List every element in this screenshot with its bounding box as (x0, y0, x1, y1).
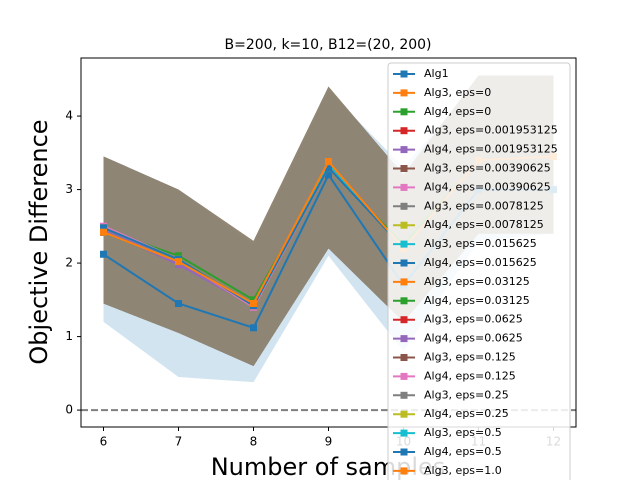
legend-marker (400, 221, 408, 229)
legend-marker (400, 448, 408, 456)
legend-label: Alg4, eps=0.015625 (424, 256, 537, 269)
legend-label: Alg4, eps=0.001953125 (424, 143, 558, 156)
marker (250, 296, 257, 304)
legend-marker (400, 316, 408, 324)
legend-marker (400, 183, 408, 191)
legend-box (387, 62, 571, 480)
legend-marker (400, 335, 408, 343)
legend-marker (400, 278, 408, 286)
legend-label: Alg4, eps=0.25 (424, 407, 509, 420)
legend: Alg1 Alg3, eps=0 Alg4, eps=0 Alg3, eps=0.00… (387, 62, 571, 480)
legend-marker (400, 467, 408, 475)
marker (325, 164, 332, 172)
legend-label: Alg3, eps=0.00390625 (424, 162, 551, 175)
legend-marker (400, 70, 408, 78)
marker (325, 171, 332, 179)
marker (100, 228, 107, 236)
legend-label: Alg3, eps=1.0 (424, 464, 502, 477)
legend-label: Alg4, eps=0.03125 (424, 294, 530, 307)
marker (175, 252, 182, 260)
legend-marker (400, 410, 408, 418)
legend-label: Alg4, eps=0 (424, 105, 491, 118)
y-tick-label: 3 (65, 182, 73, 196)
legend-label: Alg3, eps=0 (424, 86, 491, 99)
y-tick-label: 2 (65, 256, 73, 270)
legend-marker (400, 372, 408, 380)
legend-marker (400, 259, 408, 267)
legend-label: Alg3, eps=0.125 (424, 351, 516, 364)
legend-label: Alg1 (424, 67, 449, 80)
marker (250, 324, 257, 332)
legend-marker (400, 429, 408, 437)
x-tick-label: 8 (250, 435, 258, 449)
legend-label: Alg4, eps=0.0078125 (424, 218, 544, 231)
legend-marker (400, 146, 408, 154)
legend-marker (400, 108, 408, 116)
legend-marker (400, 165, 408, 172)
legend-label: Alg4, eps=0.0625 (424, 332, 523, 345)
x-tick-label: 7 (175, 435, 183, 449)
legend-label: Alg3, eps=0.0625 (424, 313, 523, 326)
legend-marker (400, 391, 408, 399)
legend-label: Alg4, eps=0.5 (424, 445, 502, 458)
legend-label: Alg3, eps=0.0078125 (424, 199, 544, 212)
legend-label: Alg4, eps=0.00390625 (424, 180, 551, 193)
legend-marker (400, 240, 408, 248)
plot-frame (80, 57, 577, 428)
legend-marker (400, 89, 408, 97)
y-tick-label: 4 (65, 109, 73, 123)
y-axis-label: Objective Difference (25, 119, 53, 364)
chart-title: B=200, k=10, B12=(20, 200) (224, 37, 431, 53)
legend-label: Alg3, eps=0.03125 (424, 275, 530, 288)
legend-label: Alg3, eps=0.001953125 (424, 124, 558, 137)
legend-label: Alg4, eps=0.125 (424, 369, 516, 382)
y-tick-label: 1 (65, 329, 73, 343)
legend-label: Alg3, eps=0.25 (424, 388, 509, 401)
legend-marker (400, 202, 408, 210)
x-tick-label: 9 (325, 435, 333, 449)
legend-label: Alg3, eps=0.015625 (424, 237, 537, 250)
marker (250, 300, 257, 308)
marker (100, 250, 107, 258)
legend-marker (400, 297, 408, 305)
marker (175, 258, 182, 266)
marker (100, 224, 107, 232)
marker (175, 300, 182, 308)
y-tick-label: 0 (65, 403, 73, 417)
legend-marker (400, 127, 408, 135)
legend-marker (400, 354, 408, 361)
marker (325, 158, 332, 166)
legend-label: Alg3, eps=0.5 (424, 426, 502, 439)
x-tick-label: 6 (100, 435, 108, 449)
